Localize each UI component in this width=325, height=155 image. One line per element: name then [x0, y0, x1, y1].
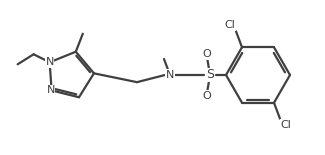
Text: S: S — [206, 69, 214, 82]
Text: Cl: Cl — [225, 20, 235, 30]
Text: N: N — [166, 70, 174, 80]
Text: N: N — [46, 57, 54, 67]
Text: N: N — [46, 85, 55, 95]
Text: O: O — [202, 49, 211, 59]
Text: Cl: Cl — [280, 120, 292, 130]
Text: O: O — [202, 91, 211, 101]
